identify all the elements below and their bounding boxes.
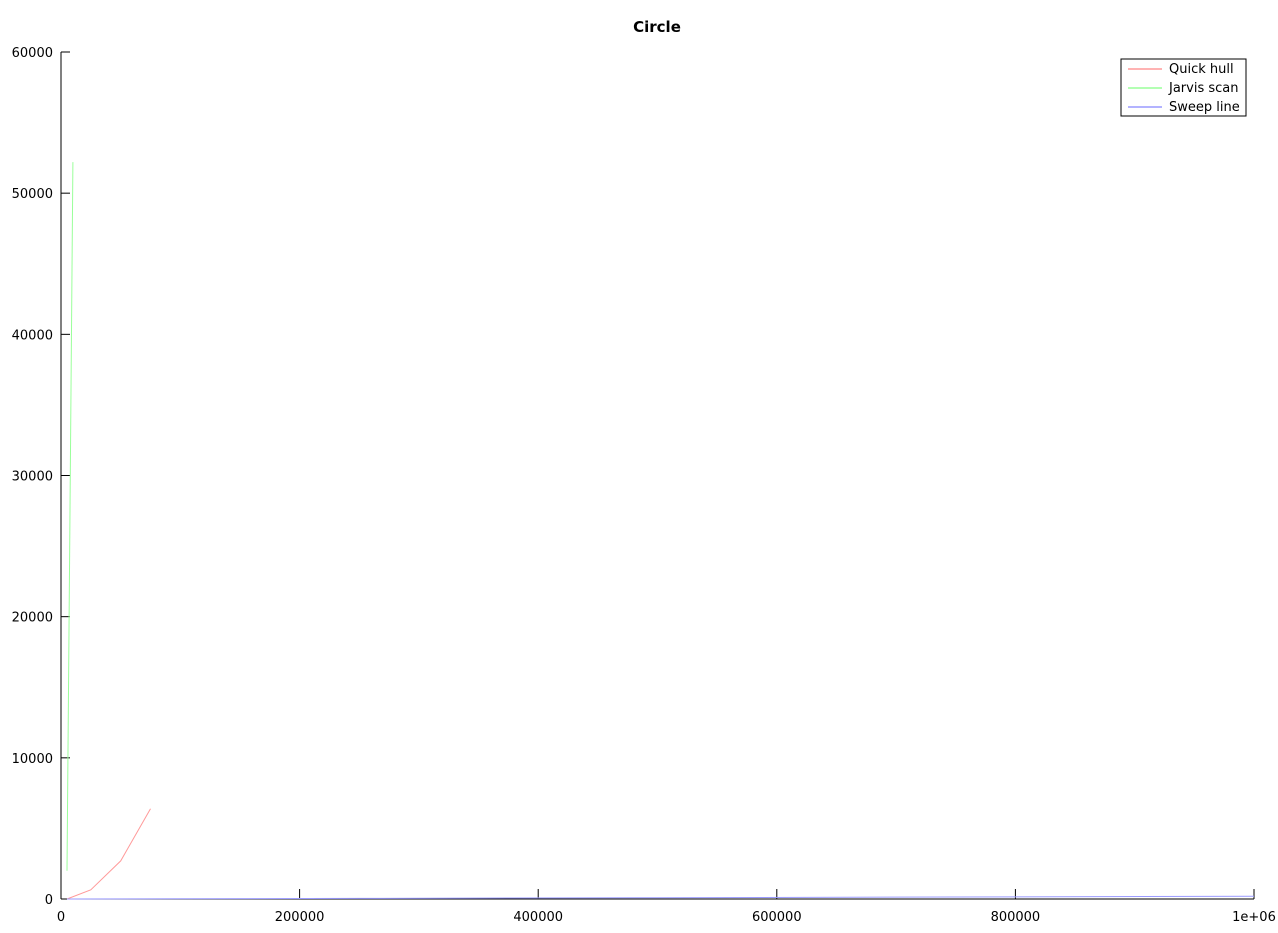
legend-label-sweep-line: Sweep line bbox=[1169, 100, 1240, 115]
series-layer bbox=[67, 162, 1254, 899]
x-tick-label: 800000 bbox=[991, 910, 1041, 925]
y-tick-label: 60000 bbox=[12, 46, 53, 61]
legend-label-quick-hull: Quick hull bbox=[1169, 62, 1234, 77]
y-tick-label: 40000 bbox=[12, 328, 53, 343]
x-tick-label: 0 bbox=[57, 910, 65, 925]
x-tick-label: 1e+06 bbox=[1232, 910, 1276, 925]
series-line-jarvis-scan bbox=[67, 162, 73, 871]
y-tick-label: 30000 bbox=[12, 470, 53, 485]
legend: Quick hull Jarvis scan Sweep line bbox=[1121, 59, 1246, 116]
x-ticks: 0 200000 400000 600000 800000 1e+06 bbox=[57, 889, 1276, 925]
series-line-quick-hull bbox=[67, 809, 151, 899]
y-tick-label: 20000 bbox=[12, 611, 53, 626]
y-tick-label: 50000 bbox=[12, 187, 53, 202]
x-tick-label: 200000 bbox=[275, 910, 325, 925]
x-tick-label: 600000 bbox=[752, 910, 802, 925]
axes bbox=[61, 52, 1254, 899]
chart-title: Circle bbox=[633, 18, 681, 36]
legend-label-jarvis-scan: Jarvis scan bbox=[1168, 81, 1238, 96]
y-tick-label: 10000 bbox=[12, 752, 53, 767]
x-tick-label: 400000 bbox=[513, 910, 563, 925]
y-tick-label: 0 bbox=[45, 893, 53, 908]
